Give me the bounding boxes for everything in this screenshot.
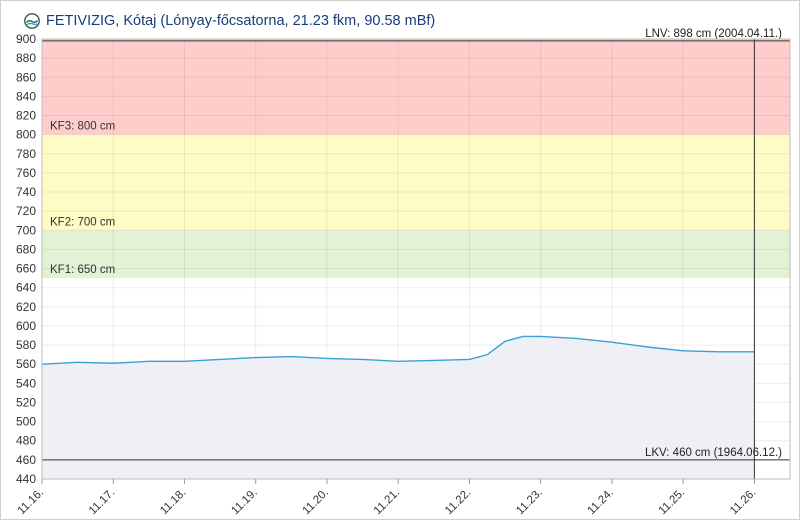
x-tick-label: 11.17.	[87, 487, 117, 517]
y-tick-label: 900	[16, 32, 36, 46]
y-tick-label: 660	[16, 262, 36, 276]
y-tick-label: 740	[16, 185, 36, 199]
x-tick-label: 11.16.	[16, 487, 46, 517]
x-tick-label: 11.26.	[728, 487, 758, 517]
y-tick-label: 880	[16, 51, 36, 65]
chart-header: FETIVIZIG, Kótaj (Lónyay-főcsatorna, 21.…	[24, 10, 435, 32]
plot-border	[41, 38, 791, 480]
lnv-label: LNV: 898 cm (2004.04.11.)	[645, 28, 782, 40]
y-tick-label: 540	[16, 376, 36, 390]
y-tick-label: 620	[16, 300, 36, 314]
series-area	[42, 336, 755, 479]
y-tick-label: 780	[16, 147, 36, 161]
band-kf2	[42, 134, 790, 231]
y-tick-label: 760	[16, 166, 36, 180]
y-tick-label: 460	[16, 453, 36, 467]
y-tick-label: 580	[16, 338, 36, 352]
band-kf1	[42, 230, 790, 279]
band-label-kf2: KF2: 700 cm	[50, 216, 115, 228]
y-tick-label: 560	[16, 357, 36, 371]
y-tick-label: 700	[16, 223, 36, 237]
x-tick-label: 11.24.	[586, 487, 616, 517]
x-tick-label: 11.20.	[301, 487, 331, 517]
y-tick-label: 860	[16, 70, 36, 84]
y-tick-label: 440	[16, 472, 36, 486]
y-tick-label: 500	[16, 415, 36, 429]
y-tick-label: 800	[16, 128, 36, 142]
x-tick-label: 11.22.	[443, 487, 473, 517]
fetivizig-logo-icon	[24, 13, 40, 29]
chart-title: FETIVIZIG, Kótaj (Lónyay-főcsatorna, 21.…	[46, 13, 436, 29]
y-tick-label: 720	[16, 204, 36, 218]
lkv-label: LKV: 460 cm (1964.06.12.)	[645, 447, 782, 459]
band-label-kf1: KF1: 650 cm	[50, 264, 115, 276]
band-label-kf3: KF3: 800 cm	[50, 121, 115, 133]
y-tick-label: 840	[16, 89, 36, 103]
x-tick-label: 11.23.	[514, 487, 544, 517]
series-line	[41, 335, 755, 365]
y-tick-label: 520	[16, 395, 36, 409]
x-tick-label: 11.19.	[229, 487, 259, 517]
x-tick-label: 11.21.	[372, 487, 402, 517]
y-tick-label: 600	[16, 319, 36, 333]
band-kf3	[42, 39, 790, 135]
y-tick-label: 480	[16, 434, 36, 448]
y-tick-label: 820	[16, 109, 36, 123]
y-tick-label: 640	[16, 281, 36, 295]
x-tick-label: 11.25.	[657, 487, 687, 517]
y-tick-label: 680	[16, 242, 36, 256]
x-tick-label: 11.18.	[158, 487, 188, 517]
